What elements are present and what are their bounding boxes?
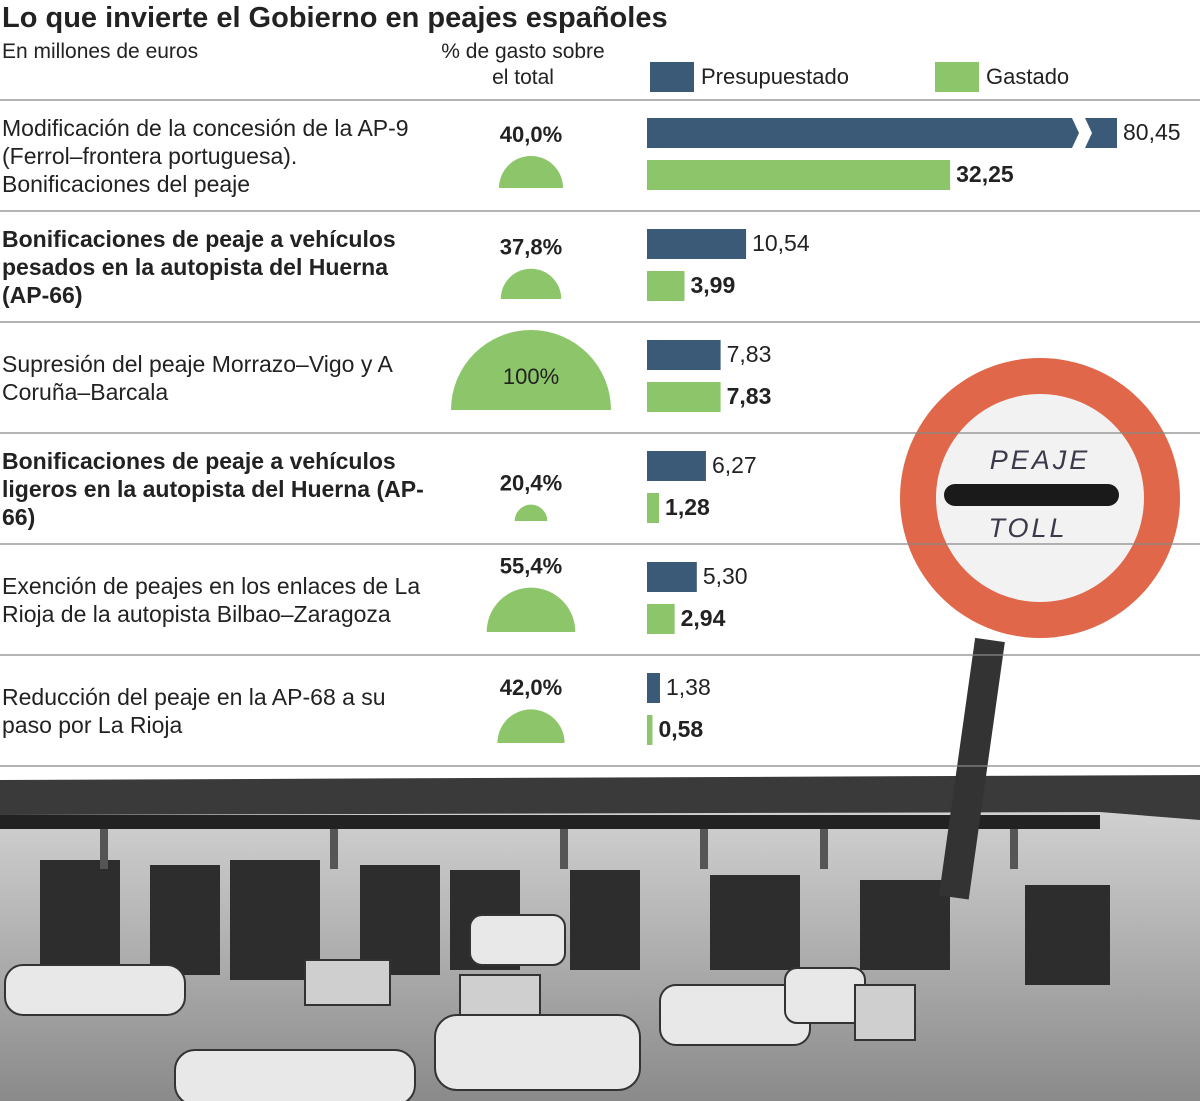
category-label: Reducción del peaje en la AP-68 a su pas… (2, 683, 386, 738)
value-label: 6,27 (712, 452, 757, 478)
bar (647, 160, 951, 190)
value-label: 1,38 (666, 674, 711, 700)
bar (647, 715, 653, 745)
toll-sign: PEAJE TOLL (900, 358, 1180, 638)
bar (647, 604, 675, 634)
bar (647, 673, 660, 703)
bar (647, 382, 721, 412)
value-label: 7,83 (727, 383, 772, 409)
value-label: 80,45 (1123, 119, 1181, 145)
legend-swatch (935, 62, 979, 92)
legend-swatch (650, 62, 694, 92)
bar-segment (1085, 118, 1117, 148)
share-header: % de gasto sobre el total (441, 40, 605, 89)
bar (647, 562, 697, 592)
share-semicircle (486, 587, 576, 632)
bar (647, 118, 1117, 148)
chart-title: Lo que invierte el Gobierno en peajes es… (2, 2, 668, 34)
sign-text: TOLL (988, 513, 1067, 543)
bar (647, 451, 706, 481)
share-label: 55,4% (500, 553, 562, 578)
category-label: Bonificaciones de peaje a vehículos pesa… (2, 225, 396, 308)
share-semicircle (451, 330, 611, 410)
value-label: 7,83 (727, 341, 772, 367)
share-label: 37,8% (500, 235, 562, 260)
share-semicircle (497, 709, 565, 743)
value-label: 10,54 (752, 230, 810, 256)
value-label: 5,30 (703, 563, 748, 589)
share-label: 42,0% (500, 675, 562, 700)
legend-label: Gastado (986, 64, 1069, 89)
sign-text: PEAJE (990, 445, 1091, 475)
value-label: 0,58 (658, 716, 703, 742)
category-label: Supresión del peaje Morrazo–Vigo y A Cor… (2, 350, 392, 405)
value-label: 32,25 (956, 161, 1014, 187)
bar (647, 271, 685, 301)
category-label: Bonificaciones de peaje a vehículos lige… (2, 447, 424, 530)
bar (647, 340, 721, 370)
bar (647, 493, 660, 523)
share-semicircle (500, 268, 562, 299)
bar (647, 229, 747, 259)
value-label: 1,28 (665, 494, 710, 520)
value-label: 3,99 (691, 272, 736, 298)
share-semicircle (514, 504, 548, 521)
subtitle: En millones de euros (2, 40, 199, 63)
value-label: 2,94 (681, 605, 726, 631)
share-label: 40,0% (500, 122, 562, 147)
share-semicircle (499, 156, 563, 188)
legend-label: Presupuestado (701, 64, 849, 89)
photo (0, 637, 1200, 1101)
category-label: Modificación de la concesión de la AP-9 … (2, 114, 409, 197)
share-label: 20,4% (500, 470, 562, 495)
share-label: 100% (503, 364, 559, 389)
bar-segment (647, 118, 1079, 148)
category-label: Exención de peajes en los enlaces de La … (2, 572, 421, 627)
